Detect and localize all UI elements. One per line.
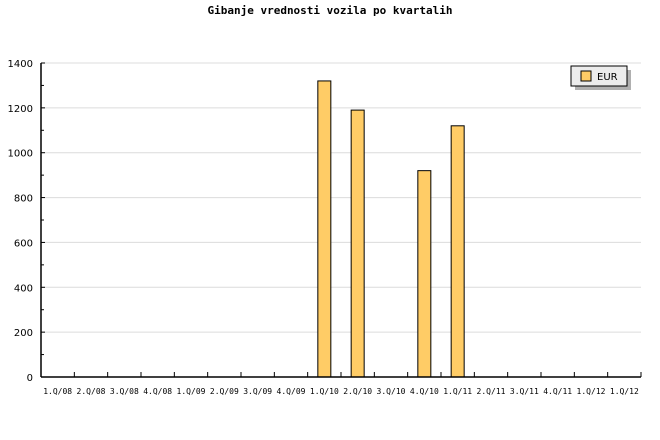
x-tick-label: 4.Q/10 xyxy=(410,387,439,396)
bar xyxy=(350,109,365,378)
x-tick-label: 1.Q/09 xyxy=(177,387,206,396)
legend-swatch xyxy=(580,70,592,82)
x-tick-label: 1.Q/12 xyxy=(577,387,606,396)
x-tick-label: 4.Q/09 xyxy=(277,387,306,396)
x-tick-label: 2.Q/09 xyxy=(210,387,239,396)
x-tick-label: 1.Q/10 xyxy=(310,387,339,396)
gridlines xyxy=(41,62,641,333)
x-tick-label: 1.Q/11 xyxy=(443,387,472,396)
y-tick-label: 200 xyxy=(14,328,33,339)
x-tick-label: 1.Q/08 xyxy=(43,387,72,396)
x-tick-label: 2.Q/10 xyxy=(343,387,372,396)
x-tick-label: 1.Q/12 xyxy=(610,387,639,396)
x-tick-label: 4.Q/11 xyxy=(543,387,572,396)
x-tick-label: 3.Q/08 xyxy=(110,387,139,396)
y-tick-label: 1400 xyxy=(8,59,33,70)
y-tick-label: 800 xyxy=(14,194,33,205)
chart-title: Gibanje vrednosti vozila po kvartalih xyxy=(207,4,453,17)
legend-label-eur: EUR xyxy=(597,72,618,83)
y-tick-label: 600 xyxy=(14,238,33,249)
legend: EUR xyxy=(570,65,631,90)
x-tick-label: 2.Q/08 xyxy=(77,387,106,396)
x-tick-label: 3.Q/11 xyxy=(510,387,539,396)
bars xyxy=(317,80,465,378)
x-tick-label: 3.Q/09 xyxy=(243,387,272,396)
y-tick-label: 0 xyxy=(27,373,33,384)
y-tick-label: 1000 xyxy=(8,149,33,160)
y-tick-label: 400 xyxy=(14,283,33,294)
bar xyxy=(450,125,465,378)
axes: 0 200 400 600 800 1000 1200 1400 1.Q/08 2.Q/08 3.Q… xyxy=(8,59,642,396)
x-tick-label: 3.Q/10 xyxy=(377,387,406,396)
x-tick-label: 2.Q/11 xyxy=(477,387,506,396)
x-tick-label: 4.Q/08 xyxy=(143,387,172,396)
bar xyxy=(317,80,332,378)
bar xyxy=(417,170,432,378)
y-tick-label: 1200 xyxy=(8,104,33,115)
